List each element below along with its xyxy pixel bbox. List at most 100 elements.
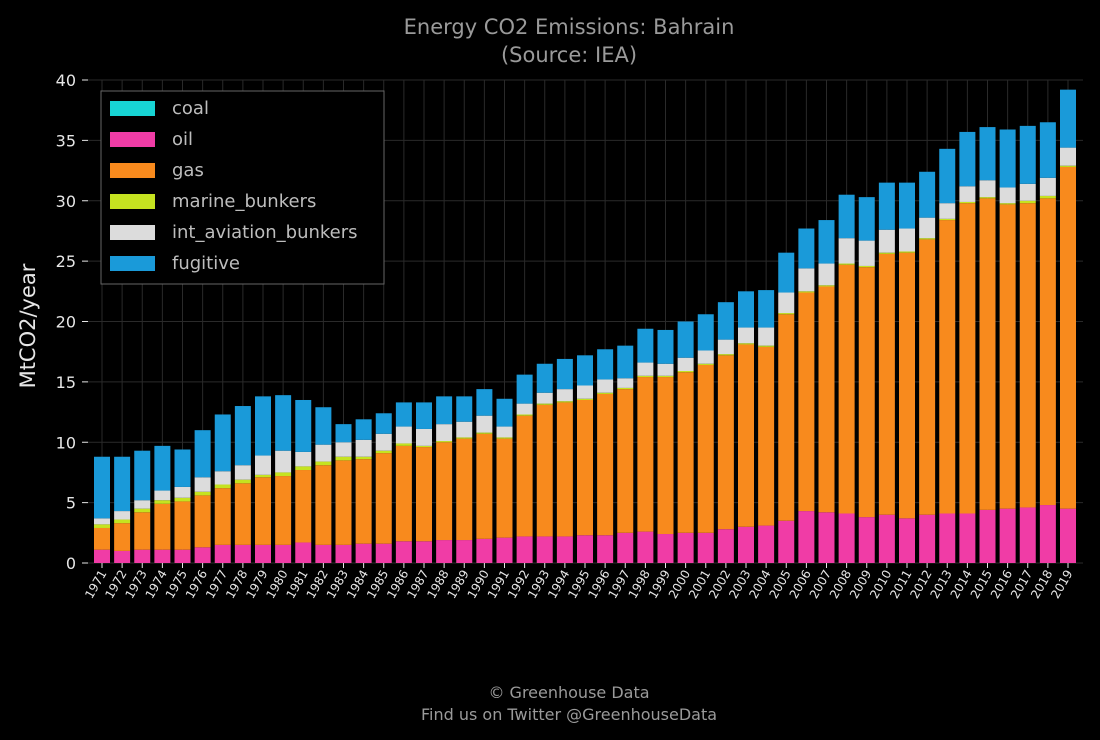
y-tick-label: 15: [56, 373, 76, 392]
bar-segment-int_aviation_bunkers-1979: [255, 455, 271, 475]
bar-segment-oil-1994: [556, 536, 573, 563]
bar-segment-int_aviation_bunkers-1985: [375, 433, 392, 451]
bar-segment-gas-2017: [1019, 203, 1036, 508]
legend-label-oil: oil: [172, 129, 193, 150]
y-axis-label: MtCO2/year: [16, 263, 40, 388]
bar-segment-gas-1997: [617, 389, 634, 533]
bar-segment-fugitive-2010: [878, 182, 895, 230]
bar-segment-gas-2014: [959, 203, 976, 514]
y-tick-label: 35: [56, 131, 76, 150]
bar-segment-fugitive-2012: [919, 171, 936, 218]
bar-segment-marine_bunkers-2007: [818, 285, 835, 287]
bar-segment-fugitive-2011: [899, 182, 915, 229]
bar-segment-oil-1983: [335, 544, 352, 563]
bar-segment-marine_bunkers-1978: [234, 479, 251, 484]
bar-segment-oil-1975: [174, 549, 191, 563]
bar-segment-oil-1971: [94, 549, 110, 563]
bar-segment-fugitive-1983: [335, 424, 352, 443]
bar-segment-int_aviation_bunkers-2000: [677, 357, 694, 372]
bar-segment-gas-1985: [375, 453, 392, 544]
bar-segment-oil-1974: [154, 549, 171, 563]
bar-segment-oil-2003: [738, 526, 754, 563]
bar-segment-gas-1975: [174, 501, 191, 550]
bar-segment-oil-1978: [234, 544, 251, 563]
bar-segment-gas-2015: [979, 198, 996, 510]
bar-segment-fugitive-1972: [114, 456, 131, 512]
bar-segment-marine_bunkers-2014: [959, 201, 976, 204]
bar-segment-int_aviation_bunkers-2004: [758, 327, 775, 346]
bar-segment-int_aviation_bunkers-1975: [174, 486, 191, 498]
bar-segment-marine_bunkers-1986: [395, 443, 412, 446]
bar-segment-oil-2001: [697, 532, 714, 563]
bar-segment-fugitive-1995: [577, 355, 593, 386]
bar-segment-fugitive-2002: [717, 302, 734, 340]
bar-segment-marine_bunkers-2006: [798, 291, 815, 293]
bar-segment-int_aviation_bunkers-1989: [456, 421, 473, 438]
bar-segment-fugitive-1999: [657, 329, 674, 364]
bar-segment-oil-1998: [637, 531, 654, 563]
bar-segment-oil-2005: [778, 520, 795, 563]
bar-segment-fugitive-2008: [838, 194, 855, 239]
bar-segment-int_aviation_bunkers-1993: [536, 392, 553, 404]
bar-segment-marine_bunkers-2001: [697, 363, 714, 365]
bar-segment-fugitive-1994: [556, 358, 573, 390]
bar-segment-gas-2007: [818, 286, 835, 513]
bar-segment-gas-2008: [838, 264, 855, 514]
bar-segment-int_aviation_bunkers-2012: [919, 217, 936, 239]
bar-segment-oil-2006: [798, 511, 815, 563]
bar-segment-oil-2007: [818, 512, 835, 563]
y-tick-label: 20: [56, 313, 76, 332]
y-tick-label: 40: [56, 71, 76, 90]
bar-segment-marine_bunkers-1979: [255, 474, 271, 478]
bar-segment-fugitive-1997: [617, 345, 634, 379]
bar-segment-gas-1984: [355, 459, 372, 544]
bar-segment-fugitive-2013: [939, 148, 956, 204]
bar-segment-marine_bunkers-1973: [134, 508, 151, 513]
bar-segment-marine_bunkers-1989: [456, 437, 473, 439]
bar-segment-int_aviation_bunkers-2006: [798, 268, 815, 292]
bar-segment-fugitive-2005: [778, 252, 795, 293]
bar-segment-fugitive-2007: [818, 220, 835, 264]
bar-segment-gas-2016: [999, 204, 1016, 509]
bar-segment-oil-1984: [355, 543, 372, 563]
bar-segment-fugitive-1979: [255, 396, 271, 456]
bar-segment-oil-2018: [1039, 505, 1056, 563]
bar-segment-marine_bunkers-1981: [295, 466, 312, 471]
bar-segment-fugitive-2014: [959, 131, 976, 187]
bar-segment-gas-2004: [758, 346, 775, 526]
legend-swatch-marine_bunkers: [110, 194, 155, 209]
bar-segment-fugitive-1978: [234, 406, 251, 466]
bar-segment-fugitive-2009: [858, 197, 875, 241]
bar-segment-fugitive-1974: [154, 445, 171, 491]
bar-segment-int_aviation_bunkers-1974: [154, 490, 171, 501]
bar-segment-gas-1976: [194, 495, 211, 548]
bar-segment-gas-1978: [234, 483, 251, 545]
bar-segment-int_aviation_bunkers-1971: [94, 518, 110, 525]
bar-segment-oil-1993: [536, 536, 553, 563]
bar-segment-marine_bunkers-2019: [1060, 165, 1076, 167]
bar-segment-gas-2005: [778, 314, 795, 521]
bar-segment-int_aviation_bunkers-1978: [234, 465, 251, 480]
bar-segment-oil-2009: [858, 517, 875, 563]
bar-segment-marine_bunkers-2011: [899, 251, 915, 253]
bar-segment-marine_bunkers-2010: [878, 252, 895, 254]
bar-segment-oil-1987: [416, 541, 432, 563]
bar-segment-oil-1989: [456, 540, 473, 563]
bar-segment-int_aviation_bunkers-1992: [516, 403, 533, 415]
bar-segment-int_aviation_bunkers-1973: [134, 500, 151, 509]
bar-segment-marine_bunkers-2000: [677, 371, 694, 373]
y-tick-label: 30: [56, 192, 76, 211]
y-tick-label: 5: [66, 494, 76, 513]
bar-segment-oil-2002: [717, 529, 734, 563]
bar-segment-fugitive-1996: [597, 349, 614, 380]
footer-twitter: Find us on Twitter @GreenhouseData: [421, 705, 717, 724]
bar-segment-marine_bunkers-2016: [999, 203, 1016, 205]
chart-title: Energy CO2 Emissions: Bahrain: [404, 15, 735, 39]
x-tick-label: 2019: [1048, 568, 1075, 601]
bar-segment-fugitive-1980: [275, 395, 292, 451]
bar-segment-oil-2011: [899, 518, 915, 563]
bar-segment-int_aviation_bunkers-2018: [1039, 177, 1056, 196]
bar-segment-fugitive-2001: [697, 314, 714, 351]
bar-segment-marine_bunkers-1974: [154, 500, 171, 504]
bar-segment-int_aviation_bunkers-2015: [979, 180, 996, 198]
